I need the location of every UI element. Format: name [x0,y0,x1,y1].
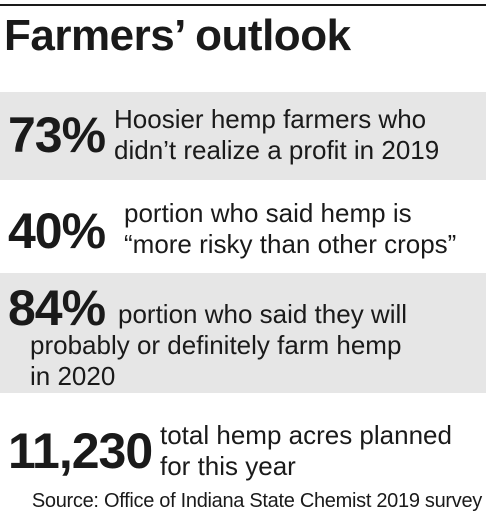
stat-description-line: probably or definitely farm hemp [30,330,402,360]
stat-value: 40% [8,203,106,259]
stat-block-acres: 11,230 total hemp acres planned for this… [0,404,486,524]
stat-description-line: portion who said hemp is [124,198,412,228]
source-credit: Source: Office of Indiana State Chemist … [31,490,482,512]
stat-block-risk: 40% portion who said hemp is “more risky… [0,188,486,270]
stat-block-plans: 84% portion who said they will probably … [0,273,486,393]
stat-description: probably or definitely farm hemp in 2020 [30,330,401,392]
stat-description-line: portion who said they will [118,299,408,329]
stat-description: portion who said hemp is “more risky tha… [124,198,456,260]
stat-value: 11,230 [8,423,153,479]
stat-description-line: Hoosier hemp farmers who [114,104,427,134]
graphic-title: Farmers’ outlook [4,11,351,60]
stat-description-line: “more risky than other crops” [124,229,457,259]
stat-description-line: didn’t realize a profit in 2019 [114,135,440,165]
stat-block-profit: 73% Hoosier hemp farmers who didn’t real… [0,92,486,180]
top-rule [0,4,486,6]
stat-description-line: in 2020 [30,361,116,391]
stat-value: 84% [8,280,106,336]
stat-description-line: total hemp acres planned [160,420,452,450]
stat-description: Hoosier hemp farmers who didn’t realize … [114,104,439,166]
stat-description: total hemp acres planned for this year [160,420,452,482]
stat-description-line: for this year [160,451,296,481]
stat-value: 73% [8,107,106,163]
